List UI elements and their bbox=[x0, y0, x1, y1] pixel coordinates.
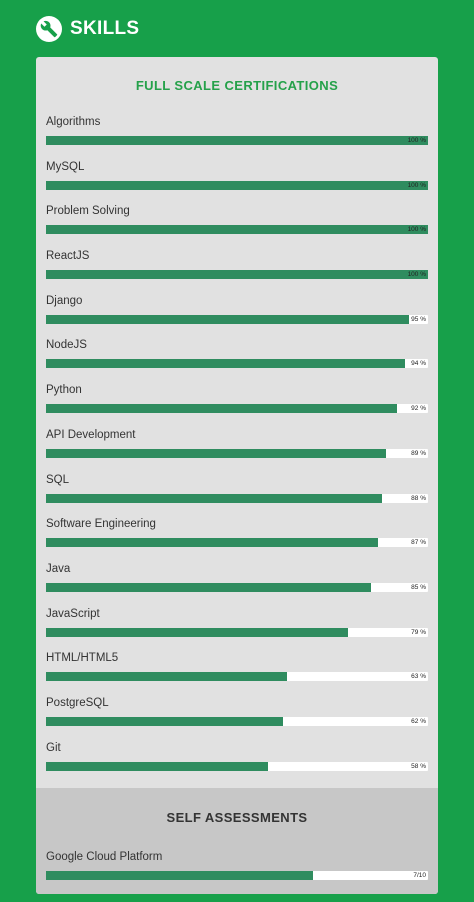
skills-card: FULL SCALE CERTIFICATIONS Algorithms 100 … bbox=[36, 57, 438, 894]
skill-item: Software Engineering 87 % bbox=[46, 517, 428, 562]
skill-progress-fill bbox=[46, 448, 386, 458]
skill-item: ReactJS 100 % bbox=[46, 249, 428, 294]
skill-progress-bar: 89 % bbox=[46, 448, 428, 458]
skill-progress-fill bbox=[46, 493, 383, 503]
skill-name: SQL bbox=[46, 473, 70, 486]
skill-item: Problem Solving 100 % bbox=[46, 204, 428, 249]
skill-percent-label: 100 % bbox=[407, 137, 426, 144]
skill-progress-bar: 100 % bbox=[46, 270, 428, 280]
skill-progress-fill bbox=[46, 538, 379, 548]
self-assessment-skill-list: Google Cloud Platform 7/10 bbox=[46, 850, 428, 894]
skill-name: NodeJS bbox=[46, 339, 87, 352]
skill-progress-bar: 62 % bbox=[46, 716, 428, 726]
skill-name: MySQL bbox=[46, 160, 85, 173]
skill-percent-label: 92 % bbox=[411, 405, 426, 413]
skill-item: NodeJS 94 % bbox=[46, 338, 428, 383]
skill-item: PostgreSQL 62 % bbox=[46, 696, 428, 741]
page-title: SKILLS bbox=[70, 18, 140, 39]
skill-progress-bar: 100 % bbox=[46, 180, 428, 190]
skill-item: HTML/HTML5 63 % bbox=[46, 651, 428, 696]
skills-header: SKILLS bbox=[36, 15, 139, 43]
skill-item: Git 58 % bbox=[46, 741, 428, 786]
skill-progress-fill bbox=[46, 627, 348, 637]
skill-progress-fill bbox=[46, 136, 428, 145]
skill-progress-fill bbox=[46, 871, 314, 880]
skill-percent-label: 79 % bbox=[411, 628, 426, 636]
skill-item: MySQL 100 % bbox=[46, 160, 428, 205]
skill-name: Problem Solving bbox=[46, 205, 130, 218]
skill-percent-label: 100 % bbox=[407, 226, 426, 234]
skill-progress-fill bbox=[46, 314, 409, 324]
skill-name: JavaScript bbox=[46, 607, 100, 620]
skill-name: Django bbox=[46, 294, 83, 307]
skill-progress-fill bbox=[46, 404, 398, 414]
skill-name: PostgreSQL bbox=[46, 696, 109, 709]
skill-progress-fill bbox=[46, 582, 371, 592]
skill-progress-bar: 92 % bbox=[46, 404, 428, 414]
skill-progress-bar: 7/10 bbox=[46, 871, 428, 880]
skill-name: API Development bbox=[46, 428, 136, 441]
skill-percent-label: 95 % bbox=[411, 315, 426, 323]
skill-name: Python bbox=[46, 384, 82, 397]
skill-progress-bar: 100 % bbox=[46, 136, 428, 145]
skill-progress-bar: 85 % bbox=[46, 582, 428, 592]
skill-percent-label: 58 % bbox=[411, 762, 426, 770]
skill-progress-bar: 87 % bbox=[46, 538, 428, 548]
skill-progress-bar: 58 % bbox=[46, 761, 428, 771]
skill-item: Django 95 % bbox=[46, 294, 428, 339]
skill-percent-label: 100 % bbox=[407, 181, 426, 189]
skill-progress-fill bbox=[46, 225, 428, 235]
skill-item: Algorithms 100 % bbox=[46, 115, 428, 160]
skill-item: Java 85 % bbox=[46, 562, 428, 607]
skill-progress-bar: 100 % bbox=[46, 225, 428, 235]
skill-progress-fill bbox=[46, 761, 268, 771]
skill-percent-label: 7/10 bbox=[413, 872, 426, 879]
full-scale-title: FULL SCALE CERTIFICATIONS bbox=[135, 78, 339, 93]
skill-name: HTML/HTML5 bbox=[46, 652, 119, 665]
skill-progress-fill bbox=[46, 359, 406, 369]
skill-progress-bar: 79 % bbox=[46, 627, 428, 637]
skill-name: Google Cloud Platform bbox=[46, 851, 163, 863]
skill-percent-label: 62 % bbox=[411, 717, 426, 725]
self-assessments-title: SELF ASSESSMENTS bbox=[166, 810, 308, 825]
skill-name: Software Engineering bbox=[46, 518, 156, 531]
skill-progress-bar: 88 % bbox=[46, 493, 428, 503]
skill-name: ReactJS bbox=[46, 250, 90, 263]
skill-percent-label: 89 % bbox=[411, 449, 426, 457]
full-scale-skill-list: Algorithms 100 % MySQL 100 % Problem Solving… bbox=[46, 115, 428, 785]
skill-percent-label: 85 % bbox=[411, 583, 426, 591]
skill-progress-fill bbox=[46, 180, 428, 190]
skill-name: Algorithms bbox=[46, 116, 101, 128]
self-assessments-section: SELF ASSESSMENTS Google Cloud Platform 7/… bbox=[36, 788, 438, 894]
skill-percent-label: 100 % bbox=[407, 271, 426, 279]
skill-percent-label: 88 % bbox=[411, 494, 426, 502]
skill-item: JavaScript 79 % bbox=[46, 607, 428, 652]
skill-item: Google Cloud Platform 7/10 bbox=[46, 850, 428, 894]
skill-progress-bar: 95 % bbox=[46, 314, 428, 324]
skill-progress-bar: 63 % bbox=[46, 672, 428, 682]
skill-item: SQL 88 % bbox=[46, 473, 428, 518]
skill-progress-bar: 94 % bbox=[46, 359, 428, 369]
skill-item: Python 92 % bbox=[46, 383, 428, 428]
skill-progress-fill bbox=[46, 270, 428, 280]
skill-percent-label: 63 % bbox=[411, 673, 426, 681]
skill-name: Java bbox=[46, 562, 71, 575]
skill-percent-label: 94 % bbox=[411, 360, 426, 368]
skill-name: Git bbox=[46, 741, 61, 754]
skill-item: API Development 89 % bbox=[46, 428, 428, 473]
skill-progress-fill bbox=[46, 716, 283, 726]
skill-progress-fill bbox=[46, 672, 287, 682]
wrench-icon bbox=[36, 16, 62, 42]
skill-percent-label: 87 % bbox=[411, 539, 426, 547]
